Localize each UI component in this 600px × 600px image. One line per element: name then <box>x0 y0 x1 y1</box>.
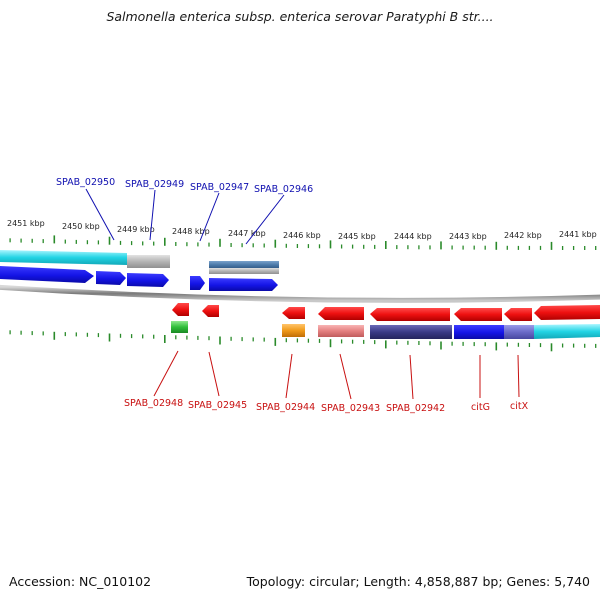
reverse-gene-arrow[interactable] <box>454 308 502 321</box>
scale-label: 2450 kbp <box>62 222 100 231</box>
gene-label-reverse[interactable]: SPAB_02944 <box>256 402 315 413</box>
label-leader-line <box>339 353 352 400</box>
scale-label: 2449 kbp <box>117 225 155 234</box>
label-leader-line <box>245 194 285 245</box>
scale-label: 2441 kbp <box>559 230 597 239</box>
reverse-gene-arrow[interactable] <box>202 305 219 317</box>
label-leader-line <box>285 353 293 399</box>
reverse-gene-arrow[interactable] <box>282 307 305 319</box>
genome-title: Salmonella enterica subsp. enterica sero… <box>106 9 494 24</box>
label-leader-line <box>85 188 115 241</box>
forward-gene-arrow[interactable] <box>190 276 205 290</box>
forward-gene-arrow[interactable] <box>209 278 278 291</box>
scale-label: 2443 kbp <box>449 232 487 241</box>
scale-label: 2444 kbp <box>394 232 432 241</box>
steel-feature-forward[interactable] <box>209 261 279 269</box>
label-leader-line <box>149 189 156 241</box>
gene-label-reverse[interactable]: SPAB_02948 <box>124 398 183 409</box>
genome-summary-text: Topology: circular; Length: 4,858,887 bp… <box>246 574 590 589</box>
label-leader-line <box>208 351 220 397</box>
reverse-gene-arrow[interactable] <box>370 308 450 321</box>
gene-label-reverse[interactable]: citG <box>471 402 490 413</box>
gene-label-forward[interactable]: SPAB_02950 <box>56 177 115 188</box>
accession-text: Accession: NC_010102 <box>9 574 152 589</box>
label-leader-line <box>153 350 179 397</box>
blue-feature-reverse[interactable] <box>454 325 504 339</box>
genome-backbone <box>0 284 600 303</box>
green-feature-reverse[interactable] <box>171 321 188 333</box>
gene-label-reverse[interactable]: citX <box>510 401 529 412</box>
label-leader-line <box>409 354 414 400</box>
label-leader-line <box>199 192 220 242</box>
reverse-gene-arrow[interactable] <box>172 303 189 316</box>
scale-label: 2448 kbp <box>172 227 210 236</box>
axis-ticks-bottom <box>9 330 597 352</box>
scale-label: 2451 kbp <box>7 219 45 228</box>
reverse-gene-arrow[interactable] <box>504 308 532 321</box>
axis-ticks-top <box>9 235 597 250</box>
cyan-feature-forward[interactable] <box>0 250 127 265</box>
gene-label-reverse[interactable]: SPAB_02942 <box>386 403 445 414</box>
gene-label-forward[interactable]: SPAB_02947 <box>190 182 249 193</box>
forward-gene-arrow[interactable] <box>96 271 126 285</box>
scale-label: 2442 kbp <box>504 231 542 240</box>
label-leader-line <box>517 354 520 398</box>
gene-label-forward[interactable]: SPAB_02949 <box>125 179 184 190</box>
scale-label: 2445 kbp <box>338 232 376 241</box>
gray-feature-forward[interactable] <box>127 255 170 268</box>
pink-feature-reverse[interactable] <box>318 325 364 337</box>
gene-label-reverse[interactable]: SPAB_02943 <box>321 403 380 414</box>
scale-label: 2446 kbp <box>283 231 321 240</box>
forward-gene-arrow[interactable] <box>0 266 94 283</box>
reverse-gene-arrow[interactable] <box>318 307 364 320</box>
orange-feature-reverse[interactable] <box>282 324 305 337</box>
reverse-gene-arrow[interactable] <box>534 305 600 320</box>
forward-gene-arrow[interactable] <box>127 273 169 287</box>
scale-label: 2447 kbp <box>228 229 266 238</box>
gene-label-reverse[interactable]: SPAB_02945 <box>188 400 247 411</box>
purple-feature-reverse[interactable] <box>504 325 534 339</box>
navy-feature-reverse[interactable] <box>370 325 452 339</box>
gray-feature-forward-2[interactable] <box>209 268 279 274</box>
cyan-feature-reverse[interactable] <box>534 324 600 339</box>
gene-label-forward[interactable]: SPAB_02946 <box>254 184 313 195</box>
